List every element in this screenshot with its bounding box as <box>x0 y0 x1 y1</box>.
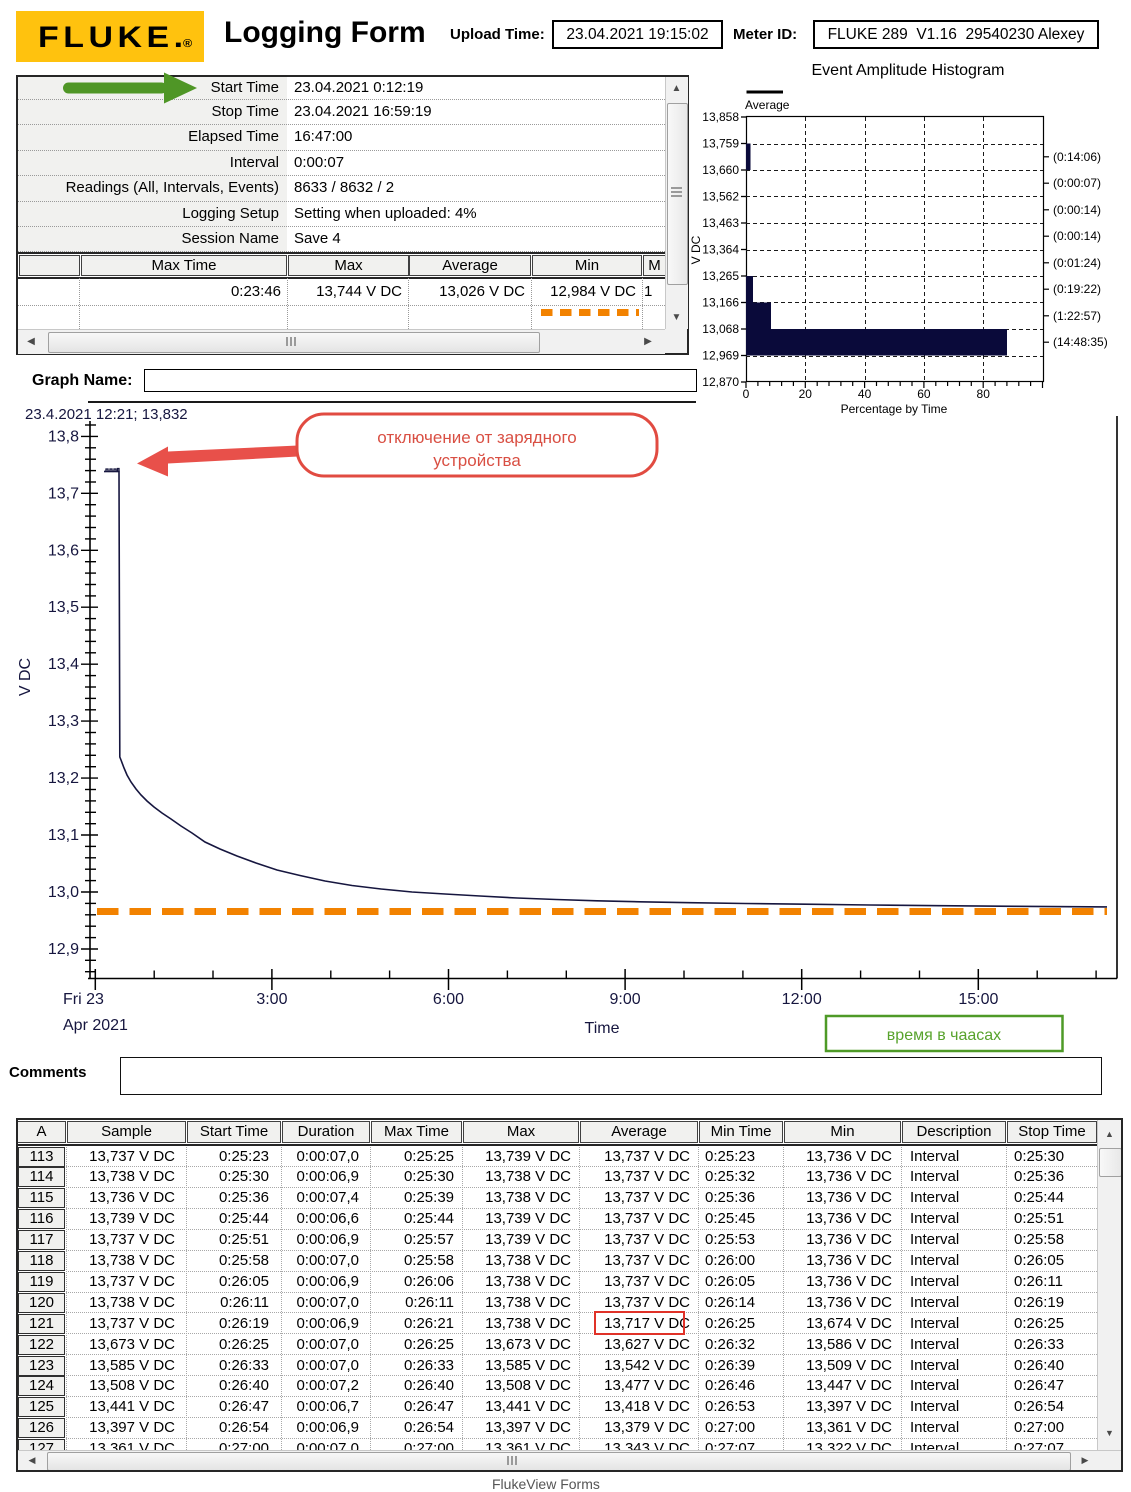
svg-text:13,068: 13,068 <box>702 322 739 336</box>
svg-text:(0:14:06): (0:14:06) <box>1053 150 1101 164</box>
svg-text:13,6: 13,6 <box>48 542 79 559</box>
svg-text:13,5: 13,5 <box>48 599 79 616</box>
svg-text:13,7: 13,7 <box>48 485 79 502</box>
svg-text:12,969: 12,969 <box>702 349 739 363</box>
svg-text:13,759: 13,759 <box>702 137 739 151</box>
svg-text:13,2: 13,2 <box>48 770 79 787</box>
svg-text:(0:19:22): (0:19:22) <box>1053 282 1101 296</box>
svg-text:(0:00:14): (0:00:14) <box>1053 229 1101 243</box>
svg-text:13,660: 13,660 <box>702 163 739 177</box>
svg-text:13,364: 13,364 <box>702 243 739 257</box>
svg-text:9:00: 9:00 <box>610 991 641 1008</box>
svg-text:20: 20 <box>799 387 813 401</box>
svg-text:13,0: 13,0 <box>48 884 79 901</box>
svg-text:отключение от зарядного: отключение от зарядного <box>377 428 577 447</box>
svg-text:23.4.2021 12:21; 13,832: 23.4.2021 12:21; 13,832 <box>25 406 188 423</box>
svg-text:60: 60 <box>917 387 931 401</box>
svg-text:12,870: 12,870 <box>702 375 739 389</box>
svg-text:13,1: 13,1 <box>48 827 79 844</box>
svg-text:Time: Time <box>585 1020 620 1037</box>
svg-text:(0:00:07): (0:00:07) <box>1053 176 1101 190</box>
svg-text:13,8: 13,8 <box>48 428 79 445</box>
svg-text:12,9: 12,9 <box>48 941 79 958</box>
svg-text:Event Amplitude Histogram: Event Amplitude Histogram <box>812 62 1005 79</box>
svg-text:(1:22:57): (1:22:57) <box>1053 309 1101 323</box>
svg-text:время в чаасах: время в чаасах <box>887 1027 1001 1044</box>
svg-text:15:00: 15:00 <box>958 991 998 1008</box>
svg-text:80: 80 <box>977 387 991 401</box>
svg-text:V DC: V DC <box>17 658 34 696</box>
svg-text:13,858: 13,858 <box>702 110 739 124</box>
svg-text:Average: Average <box>745 98 790 112</box>
svg-text:(14:48:35): (14:48:35) <box>1053 335 1108 349</box>
svg-text:(0:00:14): (0:00:14) <box>1053 203 1101 217</box>
svg-text:6:00: 6:00 <box>433 991 464 1008</box>
svg-text:13,265: 13,265 <box>702 269 739 283</box>
svg-text:Fri 23: Fri 23 <box>63 991 104 1008</box>
svg-text:0: 0 <box>743 387 750 401</box>
svg-text:13,166: 13,166 <box>702 296 739 310</box>
svg-text:(0:01:24): (0:01:24) <box>1053 256 1101 270</box>
svg-text:12:00: 12:00 <box>782 991 822 1008</box>
svg-text:V DC: V DC <box>689 235 703 264</box>
svg-text:40: 40 <box>858 387 872 401</box>
svg-text:Percentage by Time: Percentage by Time <box>841 402 948 416</box>
svg-text:Apr 2021: Apr 2021 <box>63 1017 128 1034</box>
svg-text:3:00: 3:00 <box>256 991 287 1008</box>
svg-text:13,463: 13,463 <box>702 216 739 230</box>
svg-text:13,3: 13,3 <box>48 713 79 730</box>
svg-text:устройства: устройства <box>433 451 521 470</box>
svg-text:13,562: 13,562 <box>702 190 739 204</box>
svg-text:13,4: 13,4 <box>48 656 79 673</box>
